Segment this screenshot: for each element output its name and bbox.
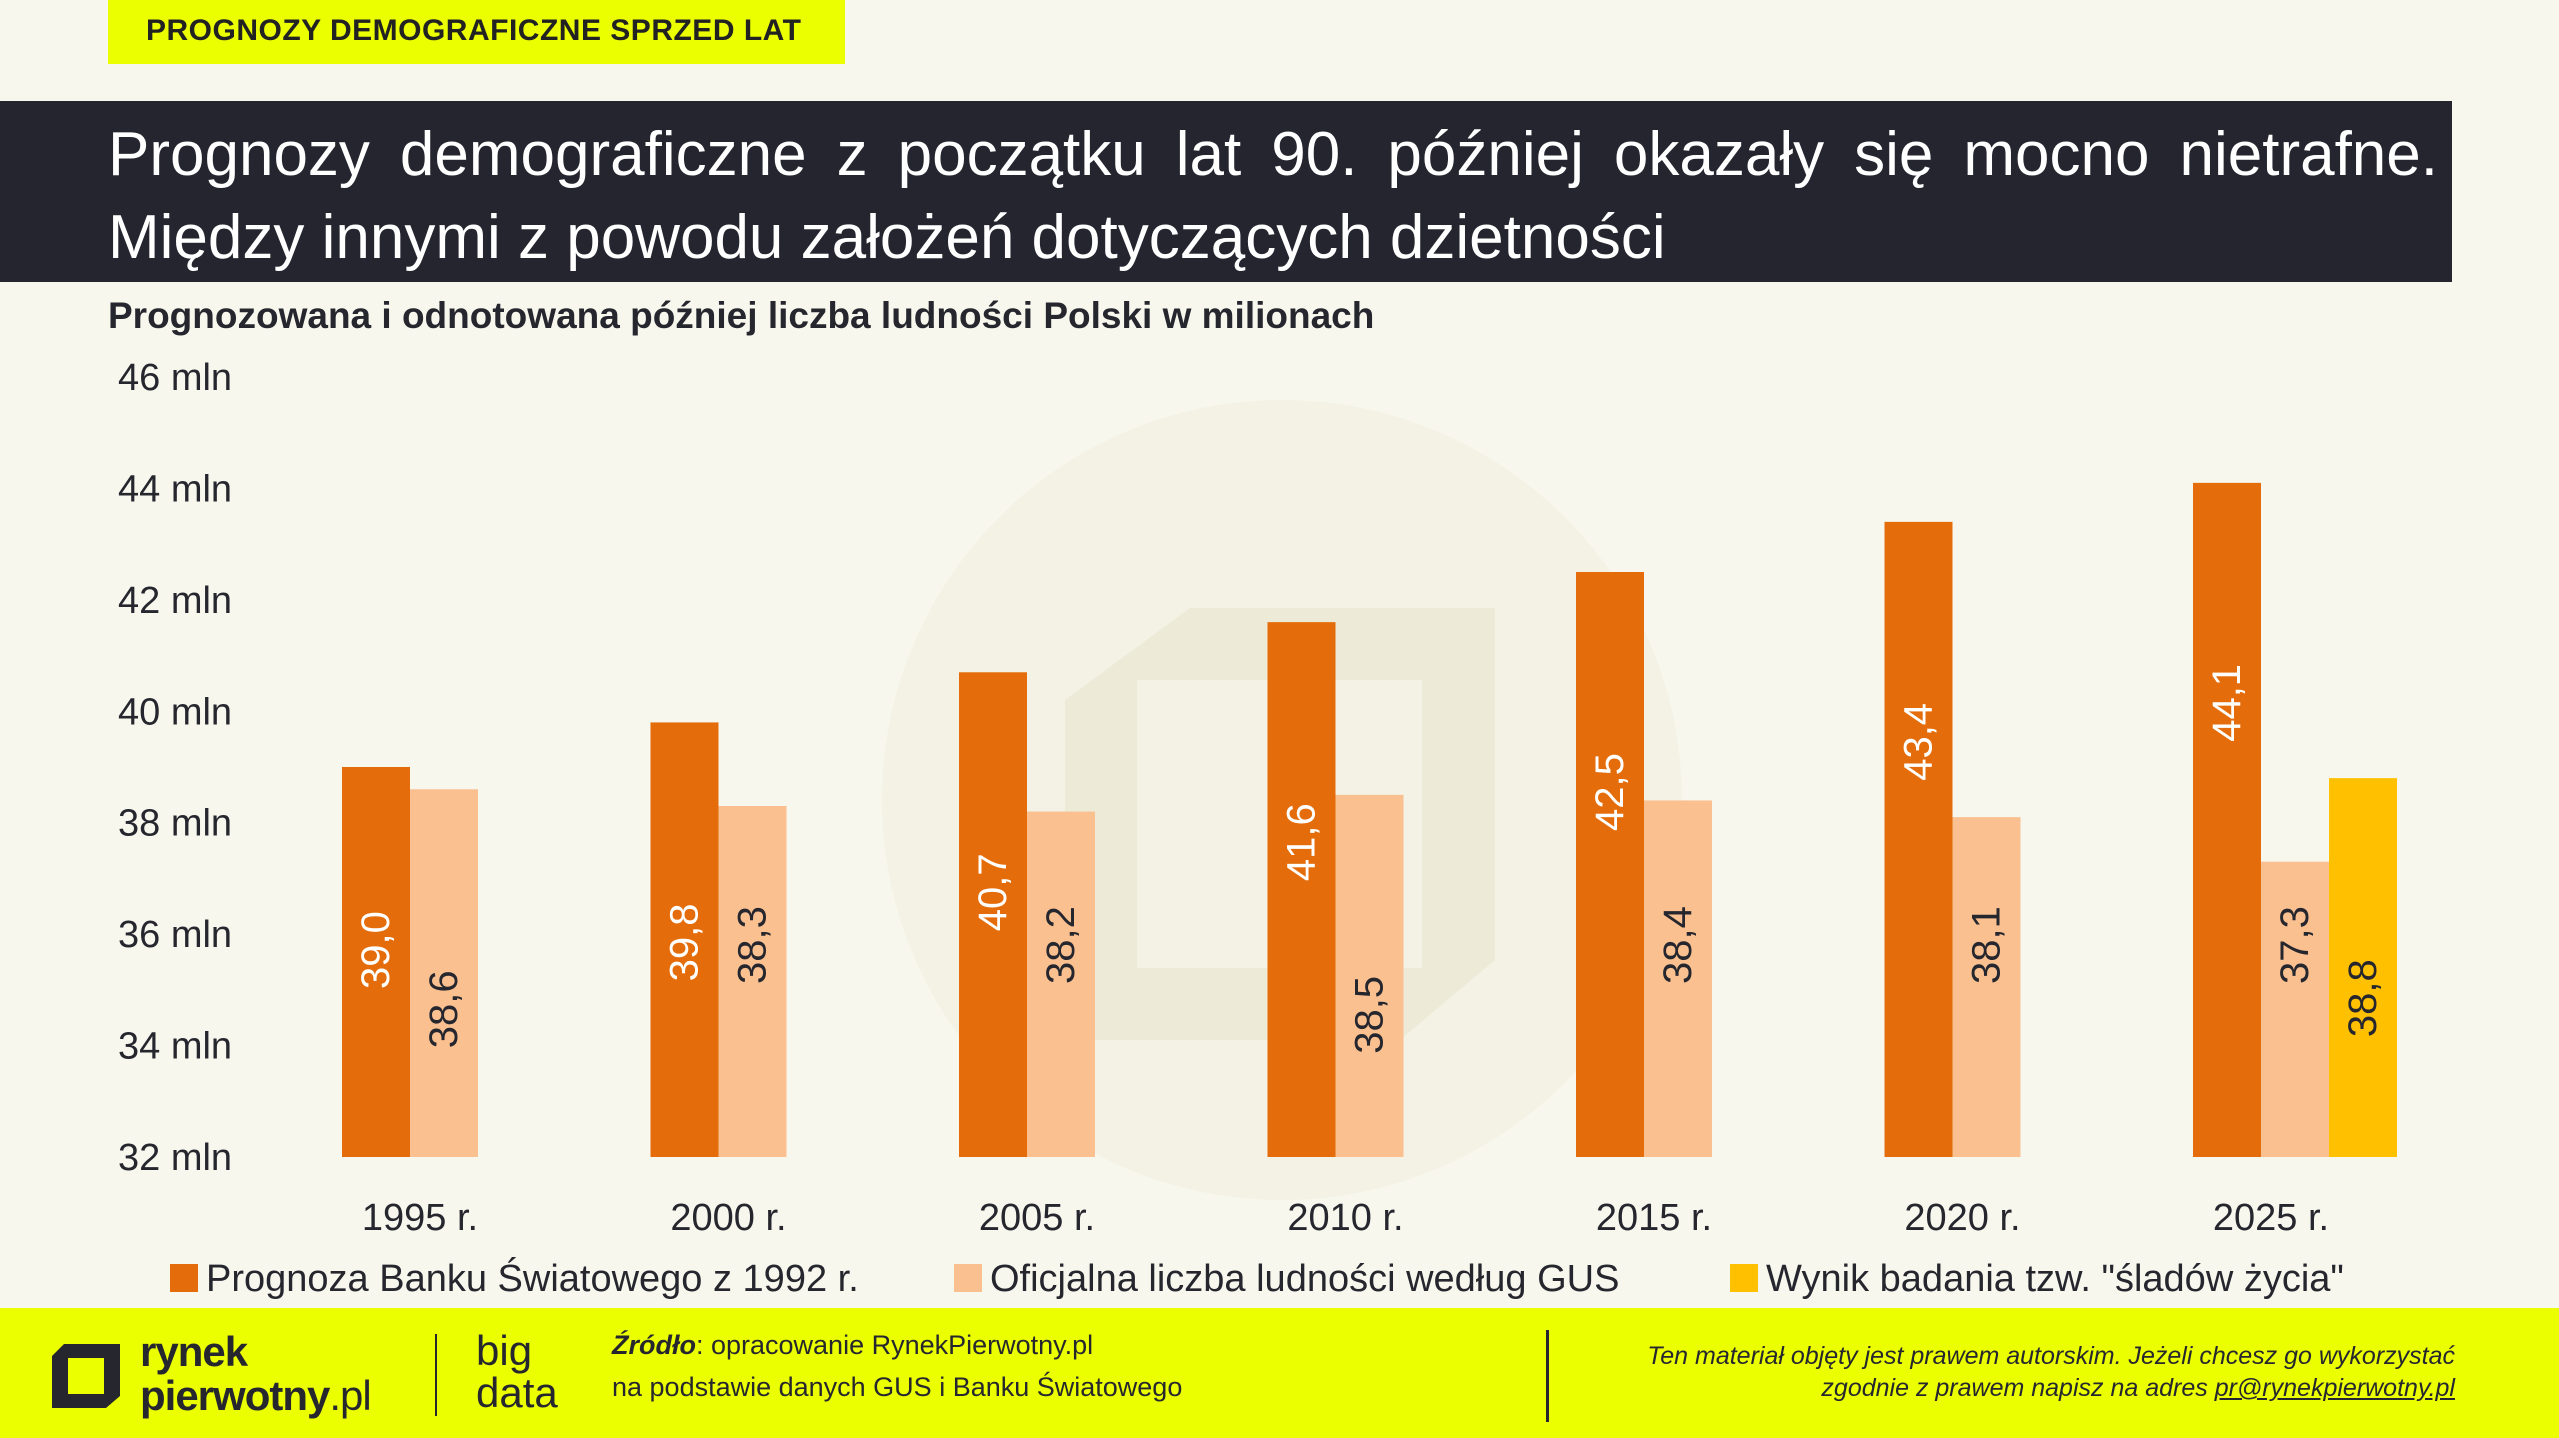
bar-value-label: 42,5 [1588,753,1632,831]
x-tick-label: 2025 r. [2213,1197,2329,1239]
legend-swatch [954,1264,982,1292]
y-tick-label: 44 mln [118,468,232,510]
footer-divider [435,1334,437,1416]
legend-label: Oficjalna liczba ludności według GUS [990,1258,1619,1300]
bar-1 [1335,794,1404,1157]
bar-chart: 32 mln 34 mln 36 mln 38 mln 40 mln 42 mln 44 m… [118,357,2397,1300]
source-line2: na podstawie danych GUS i Banku Światowe… [612,1372,1183,1402]
copyright-line1: Ten materiał objęty jest prawem autorski… [1647,1342,2455,1370]
bar-value-label: 41,6 [1280,803,1324,881]
y-tick-label: 38 mln [118,803,232,845]
brand-suffix: .pl [329,1372,371,1419]
x-tick-label: 2015 r. [1596,1197,1712,1239]
legend-swatch [170,1264,198,1292]
bar-value-label: 43,4 [1897,703,1941,781]
bar-1 [2261,861,2329,1157]
source-line1: : opracowanie RynekPierwotny.pl [695,1330,1094,1360]
x-axis: 1995 r. 2000 r. 2005 r. 2010 r. 2015 r. 2020 … [362,1197,2329,1239]
bar-value-label: 38,1 [1965,906,2009,984]
section-tag-label: PROGNOZY DEMOGRAFICZNE SPRZED LAT [146,14,802,47]
bar-1 [1644,800,1712,1157]
bar-0 [2193,482,2261,1157]
x-tick-label: 2005 r. [979,1197,1095,1239]
bar-value-label: 37,3 [2273,906,2317,984]
copyright-email[interactable]: pr@rynekpierwotny.pl [2214,1374,2455,1402]
bar-value-label: 39,8 [663,903,707,981]
bar-2 [2329,778,2397,1157]
headline-text: Prognozy demograficzne z początku lat 90… [108,120,2438,272]
y-tick-label: 36 mln [118,914,232,956]
bigdata-wordmark: big data [476,1330,558,1414]
source-label: Źródło [612,1330,696,1360]
bar-1 [1952,817,2021,1157]
x-tick-label: 2000 r. [670,1197,786,1239]
copyright-note: Ten materiał objęty jest prawem autorski… [1495,1340,2455,1404]
bar-value-label: 44,1 [2205,664,2249,742]
chart-subtitle: Prognozowana i odnotowana później liczba… [108,295,1375,336]
bar-value-label: 38,3 [731,906,775,984]
bar-0 [1576,572,1644,1157]
bar-value-label: 40,7 [971,853,1015,931]
bar-value-label: 38,2 [1039,906,1083,984]
bigdata-line1: big [476,1327,533,1374]
legend: Prognoza Banku Światowego z 1992 r. Oficj… [170,1255,2344,1300]
y-tick-label: 40 mln [118,691,232,733]
bar-0 [650,722,719,1157]
brand-line2: pierwotny [140,1372,330,1419]
copyright-line2: zgodnie z prawem napisz na adres [1821,1374,2215,1402]
bar-0 [1884,521,1953,1157]
x-tick-label: 2020 r. [1904,1197,2020,1239]
bar-0 [1267,622,1336,1157]
bar-value-label: 38,6 [422,970,466,1048]
footer-divider-2 [1546,1330,1549,1422]
bigdata-line2: data [476,1369,558,1416]
y-tick-label: 42 mln [118,580,232,622]
legend-swatch [1730,1264,1758,1292]
bar-value-label: 38,5 [1348,976,1392,1054]
x-tick-label: 1995 r. [362,1197,478,1239]
watermark-shape [1065,608,1495,1040]
footer: rynek pierwotny.pl big data Źródło: opra… [0,1308,2559,1438]
bar-0 [959,672,1027,1157]
y-tick-label: 34 mln [118,1026,232,1068]
brand-wordmark: rynek pierwotny.pl [140,1328,372,1419]
bar-1 [1027,811,1095,1157]
y-axis: 32 mln 34 mln 36 mln 38 mln 40 mln 42 mln 44 m… [118,357,232,1179]
bar-value-label: 38,8 [2341,959,2385,1037]
bar-value-label: 39,0 [354,911,398,989]
section-tag: PROGNOZY DEMOGRAFICZNE SPRZED LAT [108,0,845,64]
legend-label: Wynik badania tzw. "śladów życia" [1766,1258,2344,1300]
y-tick-label: 32 mln [118,1137,232,1179]
x-tick-label: 2010 r. [1287,1197,1403,1239]
headline-banner: Prognozy demograficzne z początku lat 90… [0,101,2452,282]
bars: 39,0 38,6 39,8 38,3 40,7 38,2 41,6 38,5 42,5 38,4… [342,482,2397,1157]
legend-label: Prognoza Banku Światowego z 1992 r. [206,1255,859,1300]
bar-1 [718,806,787,1157]
bar-0 [342,767,410,1157]
rynekpierwotny-logo-icon [52,1344,120,1408]
brand-line1: rynek [140,1328,248,1375]
bar-value-label: 38,4 [1656,906,1700,984]
bar-1 [410,789,478,1157]
y-tick-label: 46 mln [118,357,232,399]
source-note: Źródło: opracowanie RynekPierwotny.pl na… [612,1324,1182,1408]
